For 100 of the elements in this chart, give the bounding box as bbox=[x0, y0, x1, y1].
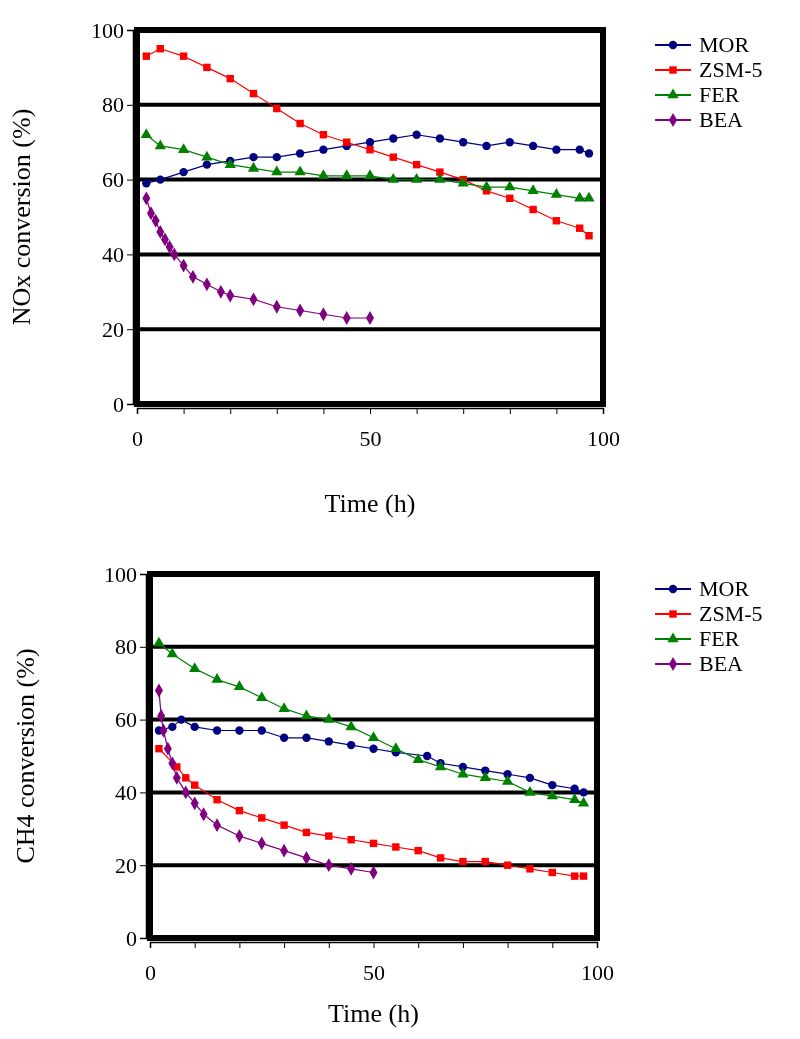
point bbox=[347, 836, 355, 844]
legend-label: MOR bbox=[699, 576, 750, 601]
point bbox=[525, 773, 535, 783]
point bbox=[153, 636, 165, 647]
point bbox=[319, 145, 328, 154]
point bbox=[527, 184, 539, 195]
point bbox=[504, 180, 516, 191]
point bbox=[300, 709, 313, 720]
y-tick-label: 40 bbox=[102, 241, 124, 267]
point bbox=[503, 770, 512, 779]
legend-label: ZSM-5 bbox=[699, 601, 763, 626]
y-tick-label: 60 bbox=[102, 167, 124, 193]
point bbox=[436, 168, 444, 176]
point bbox=[155, 745, 163, 753]
point bbox=[389, 153, 398, 161]
point bbox=[550, 188, 563, 198]
point bbox=[505, 138, 514, 147]
point bbox=[480, 180, 493, 191]
point bbox=[213, 795, 221, 804]
point bbox=[168, 722, 177, 732]
point bbox=[579, 872, 588, 880]
point bbox=[366, 145, 374, 154]
point bbox=[142, 52, 151, 60]
point bbox=[179, 52, 188, 60]
point bbox=[294, 165, 306, 176]
y-tick-label: 40 bbox=[115, 779, 137, 805]
x-axis-title: Time (h) bbox=[324, 489, 416, 518]
y-tick-label: 20 bbox=[102, 316, 124, 342]
point bbox=[142, 179, 151, 188]
y-tick-label: 0 bbox=[113, 391, 124, 417]
point bbox=[570, 784, 579, 793]
point bbox=[258, 814, 266, 822]
y-tick-label: 80 bbox=[115, 634, 137, 660]
point bbox=[412, 753, 424, 763]
y-tick-label: 80 bbox=[102, 92, 124, 118]
legend-label: FER bbox=[699, 82, 740, 107]
point bbox=[501, 774, 514, 785]
point bbox=[177, 143, 190, 153]
point bbox=[247, 161, 260, 172]
point bbox=[390, 742, 402, 752]
x-tick-label: 100 bbox=[581, 959, 614, 985]
point bbox=[575, 145, 584, 154]
point bbox=[182, 774, 190, 782]
point bbox=[579, 788, 588, 797]
point bbox=[528, 141, 538, 151]
point bbox=[179, 167, 188, 177]
point bbox=[364, 169, 376, 180]
y-tick-label: 20 bbox=[115, 852, 137, 878]
point bbox=[459, 138, 468, 147]
y-tick-label: 100 bbox=[91, 17, 124, 43]
point bbox=[166, 647, 178, 658]
point bbox=[584, 149, 594, 158]
point bbox=[140, 128, 152, 138]
point bbox=[272, 152, 281, 162]
point bbox=[325, 832, 333, 840]
point bbox=[302, 733, 311, 742]
point bbox=[324, 737, 333, 746]
point bbox=[526, 865, 534, 873]
y-axis-title: CH4 conversion (%) bbox=[11, 648, 40, 864]
point bbox=[278, 702, 290, 712]
point bbox=[202, 160, 212, 169]
point bbox=[506, 194, 514, 203]
point bbox=[296, 119, 304, 128]
point bbox=[154, 139, 166, 150]
point bbox=[211, 673, 223, 683]
point bbox=[422, 751, 432, 761]
point bbox=[190, 722, 199, 732]
point bbox=[295, 149, 305, 158]
x-tick-label: 0 bbox=[145, 959, 156, 985]
point bbox=[190, 781, 199, 789]
x-tick-label: 100 bbox=[587, 425, 620, 451]
point bbox=[414, 846, 422, 855]
point bbox=[345, 720, 357, 731]
point bbox=[279, 733, 289, 742]
point bbox=[256, 691, 268, 702]
point bbox=[412, 130, 421, 139]
point bbox=[435, 134, 445, 143]
point bbox=[369, 744, 378, 753]
point bbox=[482, 141, 491, 151]
y-tick-label: 100 bbox=[104, 561, 137, 587]
point bbox=[341, 169, 353, 180]
y-axis-title: NOx conversion (%) bbox=[7, 108, 36, 326]
point bbox=[410, 173, 423, 183]
x-axis-title: Time (h) bbox=[328, 999, 419, 1028]
point bbox=[574, 191, 586, 202]
point bbox=[156, 175, 165, 184]
point bbox=[235, 726, 244, 735]
legend-label: BEA bbox=[699, 651, 744, 676]
legend-label: MOR bbox=[699, 32, 750, 57]
x-tick-label: 50 bbox=[363, 959, 385, 985]
point bbox=[585, 231, 593, 240]
point bbox=[434, 173, 446, 183]
point bbox=[503, 861, 512, 869]
point bbox=[459, 857, 467, 866]
point bbox=[257, 726, 266, 735]
x-tick-label: 50 bbox=[359, 425, 382, 451]
legend-label: FER bbox=[699, 626, 740, 651]
point bbox=[280, 821, 288, 829]
point bbox=[548, 780, 557, 790]
point bbox=[529, 205, 537, 214]
